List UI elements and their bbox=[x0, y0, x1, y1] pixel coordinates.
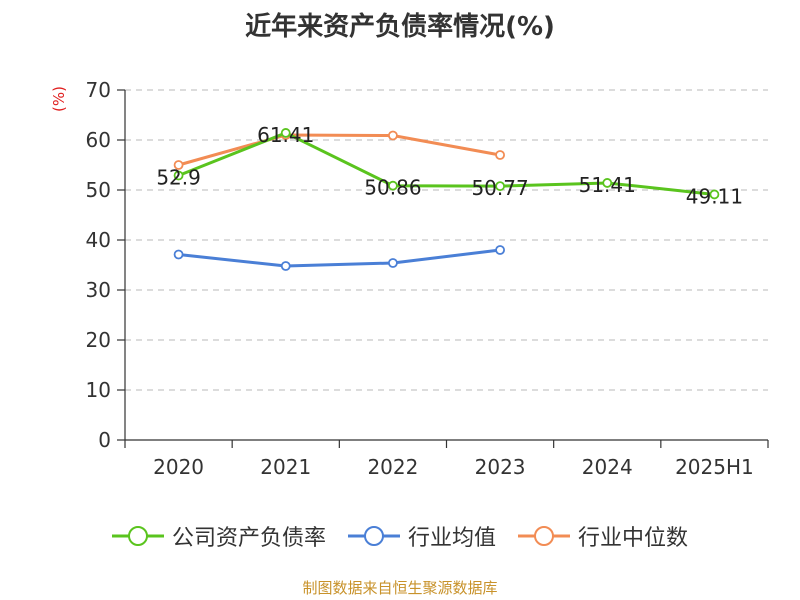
legend-item-industry-median[interactable]: 行业中位数 bbox=[518, 520, 688, 552]
x-tick-label: 2020 bbox=[153, 455, 204, 479]
y-tick-label: 10 bbox=[86, 378, 111, 402]
data-point-company[interactable] bbox=[173, 170, 184, 181]
data-point-company[interactable] bbox=[709, 189, 720, 200]
legend-label-industry-avg: 行业均值 bbox=[407, 526, 496, 551]
data-label-company: 61.41 bbox=[257, 123, 314, 147]
data-label-company: 52.9 bbox=[156, 166, 201, 190]
y-tick-label: 50 bbox=[86, 178, 111, 202]
source-footer: 制图数据来自恒生聚源数据库 bbox=[302, 579, 498, 597]
data-point-company[interactable] bbox=[280, 128, 291, 138]
x-tick-label: 2023 bbox=[475, 455, 526, 479]
x-tick-label: 2025H1 bbox=[675, 455, 754, 479]
data-label-company: 51.41 bbox=[579, 173, 636, 197]
x-tick-label: 2021 bbox=[260, 455, 311, 479]
legend-swatch-industry-avg bbox=[347, 526, 400, 546]
data-label-company: 49.11 bbox=[686, 184, 743, 208]
data-label-layer: 52.9 61.41 50.86 50.77 51.41 49.11 bbox=[156, 123, 743, 209]
data-point-industry-avg[interactable] bbox=[280, 261, 291, 271]
series-layer bbox=[173, 128, 720, 271]
legend-label-industry-median: 行业中位数 bbox=[578, 526, 689, 551]
legend-item-company[interactable]: 公司资产负债率 bbox=[111, 520, 326, 552]
y-tick-label: 40 bbox=[86, 228, 111, 252]
series-line-industry-avg bbox=[178, 248, 501, 268]
chart-title: 近年来资产负债率情况(%) bbox=[245, 12, 555, 42]
data-point-company[interactable] bbox=[388, 180, 398, 191]
grid-layer bbox=[125, 89, 768, 391]
legend-item-industry-avg[interactable]: 行业均值 bbox=[347, 520, 496, 552]
legend-label-company: 公司资产负债率 bbox=[171, 526, 326, 551]
legend-swatch-company bbox=[111, 526, 164, 546]
data-point-industry-avg[interactable] bbox=[388, 258, 398, 268]
x-tick-label: 2024 bbox=[582, 455, 633, 479]
x-tick-label: 2022 bbox=[367, 455, 418, 479]
data-point-industry-median[interactable] bbox=[495, 150, 505, 160]
y-tick-label: 30 bbox=[86, 278, 111, 302]
y-tick-label: 70 bbox=[86, 78, 111, 102]
data-point-industry-avg[interactable] bbox=[173, 249, 184, 260]
data-point-industry-median[interactable] bbox=[173, 160, 184, 170]
y-tick-label: 0 bbox=[98, 428, 111, 452]
data-point-company[interactable] bbox=[602, 178, 613, 188]
data-point-industry-median[interactable] bbox=[388, 130, 398, 141]
legend-swatch-industry-median bbox=[518, 526, 570, 546]
series-line-company bbox=[178, 131, 715, 196]
legend: 公司资产负债率 行业均值 行业中位数 bbox=[0, 520, 800, 552]
y-tick-label: 20 bbox=[86, 328, 111, 352]
data-point-industry-avg[interactable] bbox=[495, 245, 505, 255]
data-point-company[interactable] bbox=[495, 181, 505, 192]
y-tick-label: 60 bbox=[86, 128, 111, 152]
data-label-company: 50.77 bbox=[471, 176, 528, 200]
data-label-company: 50.86 bbox=[364, 176, 421, 200]
series-line-industry-median bbox=[178, 133, 501, 167]
axis-layer: 0 10 20 30 40 50 60 70 2020 2021 2022 2023 2024 2025H… bbox=[86, 78, 769, 479]
